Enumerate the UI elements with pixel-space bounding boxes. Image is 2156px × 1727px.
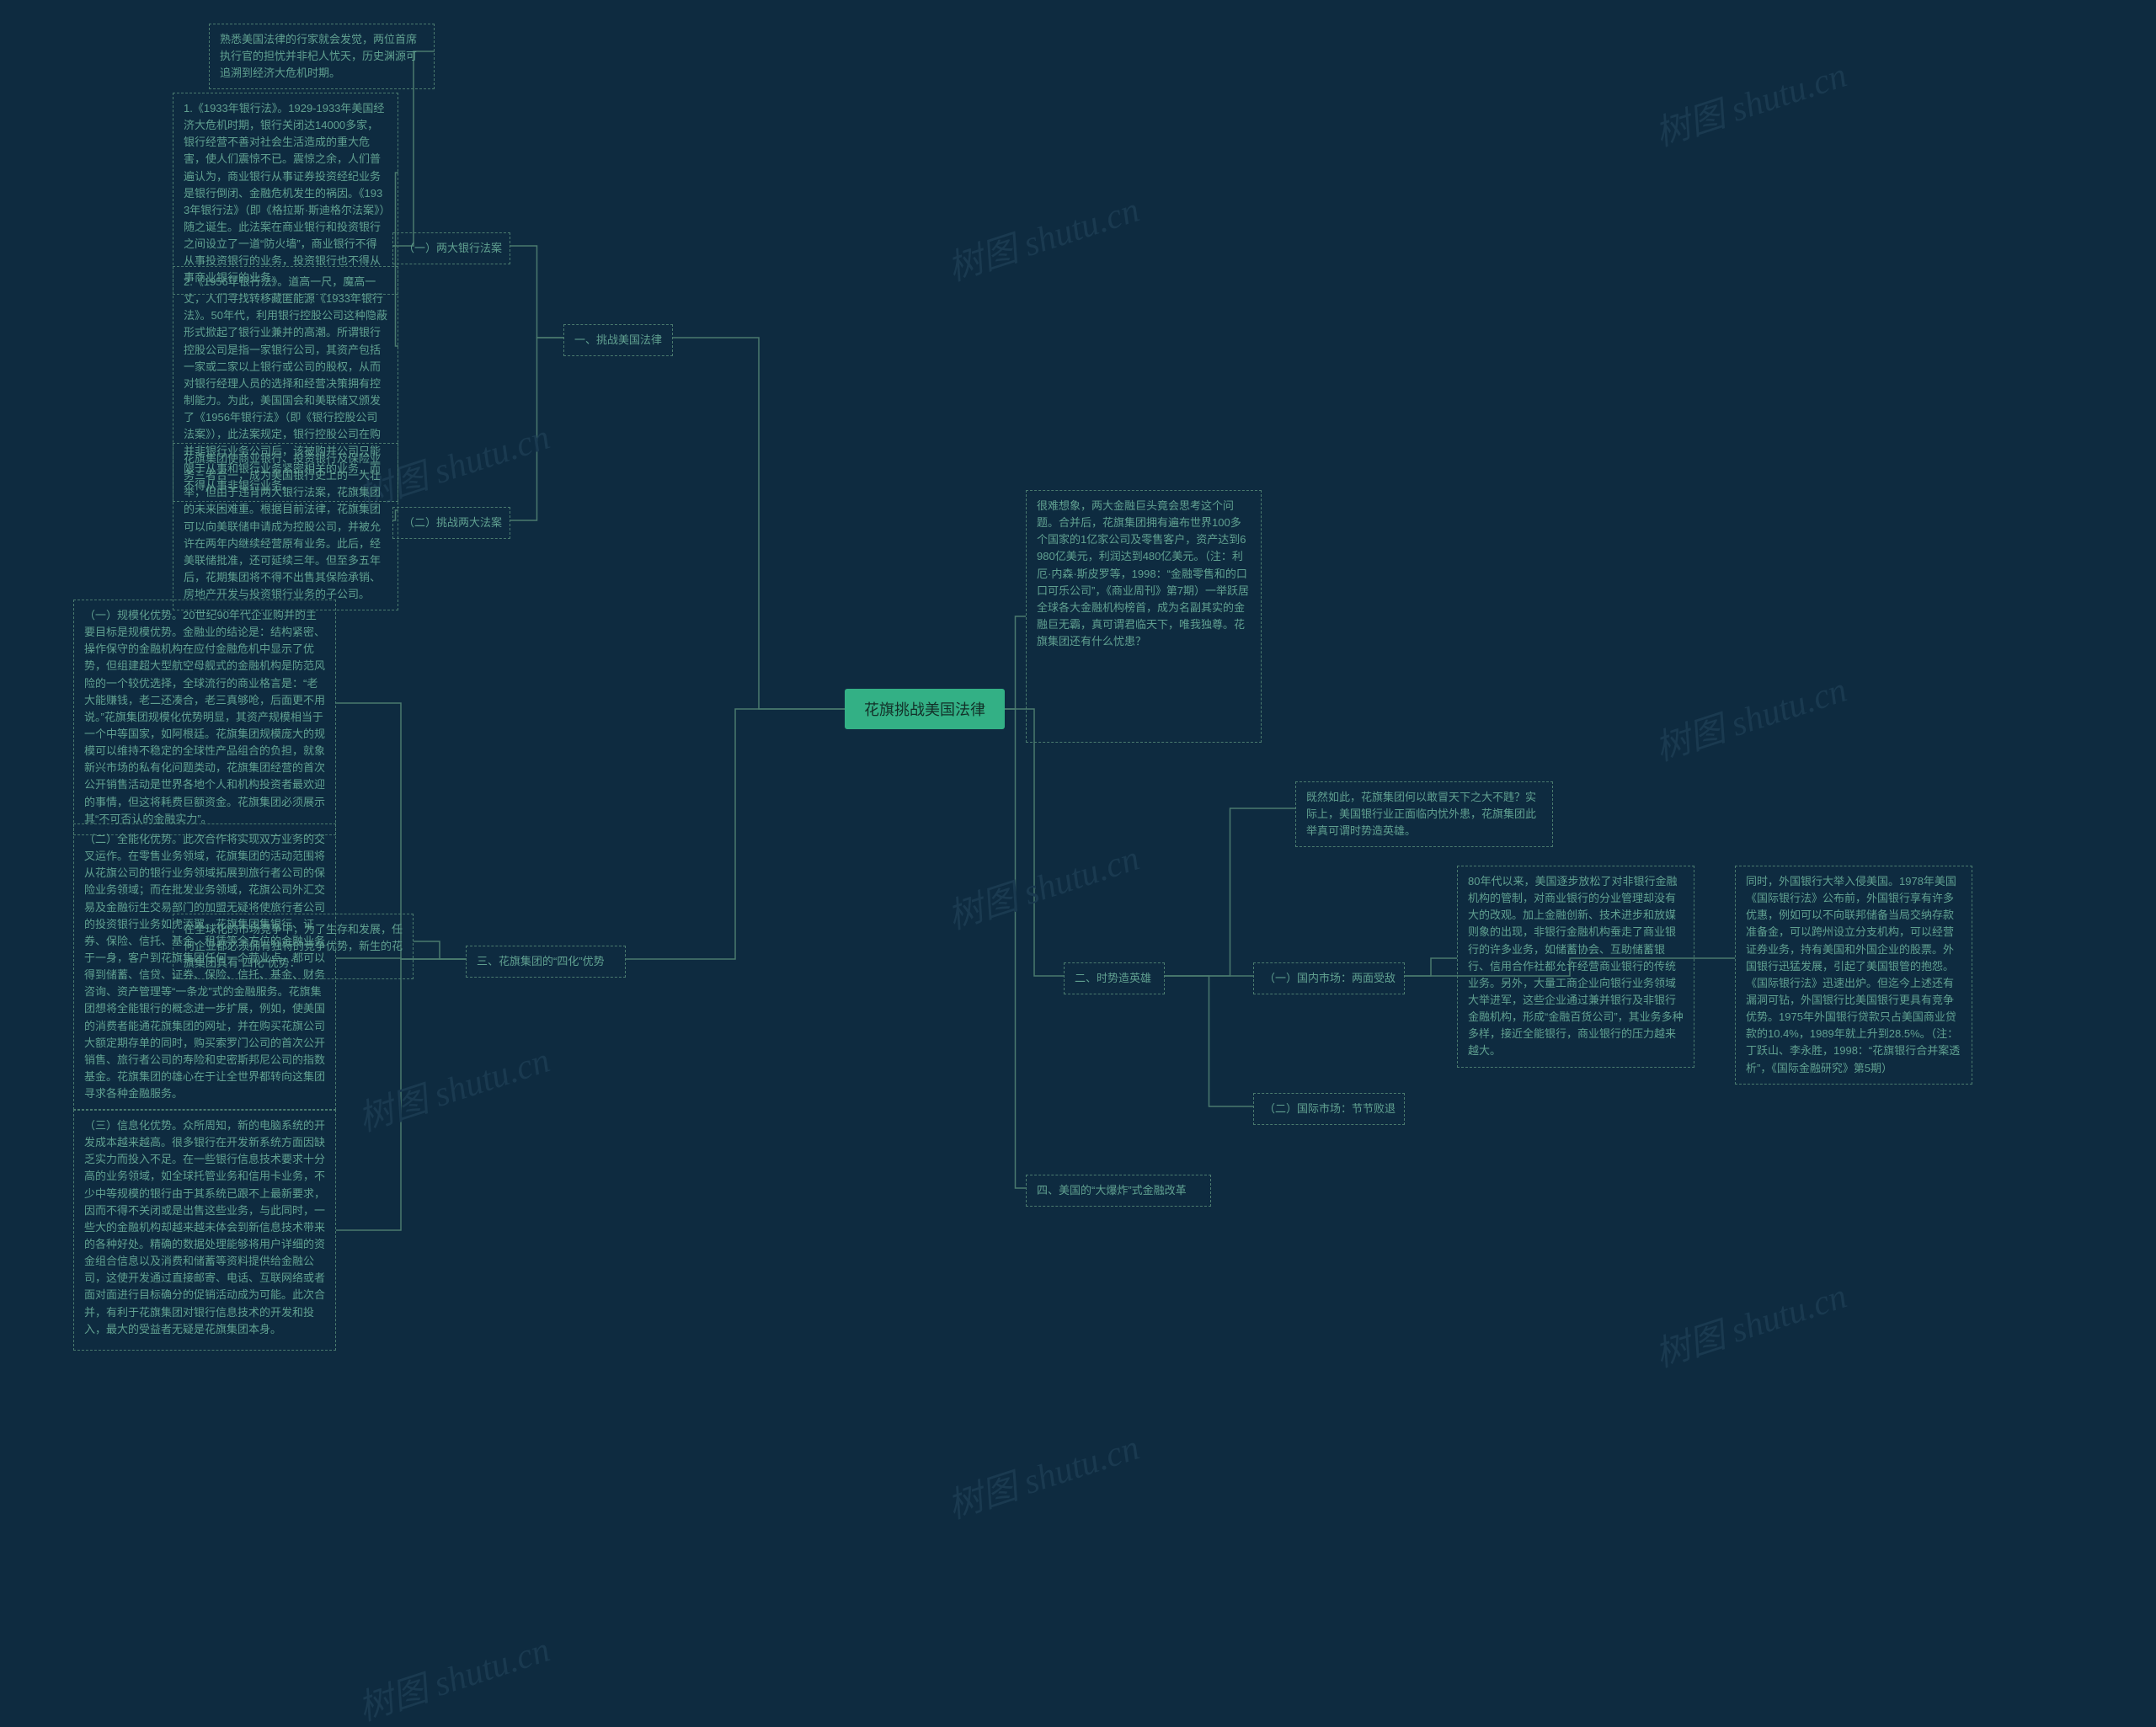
node-b1_1a[interactable]: 熟悉美国法律的行家就会发觉，两位首席执行官的担忧并非杞人忧天，历史渊源可追溯到经… bbox=[209, 24, 435, 89]
watermark: 树图 shutu.cn bbox=[350, 1031, 555, 1142]
edge bbox=[1005, 709, 1026, 1188]
watermark: 树图 shutu.cn bbox=[1647, 46, 1852, 157]
edge bbox=[1165, 976, 1253, 1106]
edge bbox=[673, 338, 845, 709]
edge bbox=[414, 941, 466, 959]
edge bbox=[510, 338, 563, 520]
node-b2_2a[interactable]: 80年代以来，美国逐步放松了对非银行金融机构的管制，对商业银行的分业管理却没有大… bbox=[1457, 866, 1694, 1068]
node-b1_2[interactable]: （二）挑战两大法案 bbox=[392, 507, 510, 539]
watermark: 树图 shutu.cn bbox=[350, 1621, 555, 1727]
node-b2_3[interactable]: （二）国际市场：节节败退 bbox=[1253, 1093, 1405, 1125]
edge bbox=[1005, 616, 1026, 709]
watermark: 树图 shutu.cn bbox=[1647, 1267, 1852, 1378]
node-b4[interactable]: 四、美国的“大爆炸”式金融改革 bbox=[1026, 1175, 1211, 1207]
node-b1_1b[interactable]: 1.《1933年银行法》。1929-1933年美国经济大危机时期，银行关闭达14… bbox=[173, 93, 398, 295]
node-b2_2[interactable]: （一）国内市场：两面受敌 bbox=[1253, 962, 1405, 994]
watermark: 树图 shutu.cn bbox=[940, 1419, 1145, 1529]
node-b3_2[interactable]: （二）全能化优势。此次合作将实现双方业务的交叉运作。在零售业务领域，花旗集团的活… bbox=[73, 824, 336, 1110]
edge bbox=[336, 959, 466, 1230]
node-b2[interactable]: 二、时势造英雄 bbox=[1064, 962, 1165, 994]
node-b3[interactable]: 三、花旗集团的“四化”优势 bbox=[466, 946, 626, 978]
node-b3_1[interactable]: （一）规模化优势。20世纪90年代企业购并的主要目标是规模优势。金融业的结论是：… bbox=[73, 600, 336, 835]
edge bbox=[1005, 709, 1064, 976]
edge bbox=[510, 246, 563, 338]
node-b3_3[interactable]: （三）信息化优势。众所周知，新的电脑系统的开发成本越来越高。很多银行在开发新系统… bbox=[73, 1110, 336, 1351]
node-b2_2b[interactable]: 同时，外国银行大举入侵美国。1978年美国《国际银行法》公布前，外国银行享有许多… bbox=[1735, 866, 1972, 1085]
node-b1[interactable]: 一、挑战美国法律 bbox=[563, 324, 673, 356]
edge bbox=[1165, 808, 1295, 976]
edge bbox=[626, 709, 845, 959]
node-b2_1[interactable]: 既然如此，花旗集团何以敢冒天下之大不韪？实际上，美国银行业正面临内忧外患，花旗集… bbox=[1295, 781, 1553, 847]
watermark: 树图 shutu.cn bbox=[940, 181, 1145, 291]
root-node[interactable]: 花旗挑战美国法律 bbox=[845, 689, 1005, 729]
watermark: 树图 shutu.cn bbox=[940, 829, 1145, 940]
node-b2_0[interactable]: 很难想象，两大金融巨头竟会思考这个问题。合并后，花旗集团拥有遍布世界100多个国… bbox=[1026, 490, 1262, 743]
node-b1_1[interactable]: （一）两大银行法案 bbox=[392, 232, 510, 264]
watermark: 树图 shutu.cn bbox=[1647, 661, 1852, 771]
edge bbox=[1405, 958, 1457, 976]
node-b1_2a[interactable]: 花旗集团使商业银行、投资银行及保险业务三者合一，成为美国银行史上的一大壮举，但由… bbox=[173, 443, 398, 610]
mindmap-canvas: 树图 shutu.cn 树图 shutu.cn 树图 shutu.cn 树图 shut… bbox=[0, 0, 2156, 1727]
